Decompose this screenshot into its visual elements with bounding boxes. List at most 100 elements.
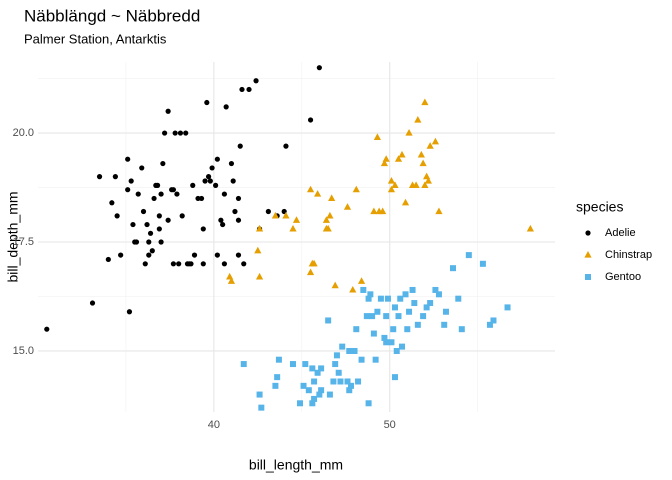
point bbox=[283, 143, 289, 149]
point bbox=[450, 265, 457, 272]
point bbox=[343, 203, 352, 210]
point bbox=[221, 261, 228, 267]
point bbox=[442, 308, 449, 315]
point bbox=[373, 133, 381, 141]
point bbox=[314, 190, 322, 197]
point bbox=[391, 181, 399, 188]
point bbox=[235, 217, 242, 223]
point bbox=[333, 352, 340, 359]
point bbox=[383, 313, 390, 320]
point bbox=[202, 178, 208, 184]
point bbox=[198, 195, 205, 202]
point bbox=[235, 252, 242, 258]
point bbox=[200, 226, 206, 232]
point bbox=[349, 285, 357, 293]
legend-symbol bbox=[585, 230, 591, 236]
point bbox=[387, 176, 396, 184]
point bbox=[227, 277, 236, 284]
point bbox=[177, 130, 184, 136]
point bbox=[318, 387, 325, 394]
point bbox=[330, 378, 337, 385]
y-tick-label: 15.0 bbox=[13, 345, 34, 357]
point bbox=[253, 78, 259, 84]
point bbox=[458, 326, 465, 333]
point bbox=[200, 261, 206, 267]
point bbox=[221, 191, 228, 197]
chart-title: Näbblängd ~ Näbbredd bbox=[24, 6, 200, 25]
point bbox=[223, 104, 229, 110]
point bbox=[435, 207, 443, 215]
point bbox=[324, 224, 332, 232]
point bbox=[176, 261, 182, 267]
point bbox=[188, 261, 194, 267]
point bbox=[405, 129, 413, 136]
point bbox=[156, 213, 162, 219]
point bbox=[486, 321, 493, 328]
legend-symbol bbox=[585, 274, 591, 280]
point bbox=[158, 239, 164, 245]
point bbox=[367, 291, 374, 298]
point bbox=[272, 382, 279, 389]
point bbox=[399, 343, 406, 350]
point bbox=[420, 313, 427, 320]
point bbox=[414, 321, 421, 328]
point bbox=[310, 259, 318, 267]
point bbox=[306, 268, 315, 276]
point bbox=[254, 246, 262, 254]
point bbox=[370, 330, 377, 337]
point bbox=[179, 213, 185, 219]
point bbox=[423, 172, 431, 180]
point bbox=[96, 174, 103, 180]
point bbox=[383, 339, 390, 346]
point bbox=[162, 130, 168, 136]
point bbox=[380, 159, 389, 167]
point bbox=[125, 156, 131, 162]
point bbox=[255, 224, 264, 232]
point bbox=[239, 86, 245, 93]
point bbox=[479, 260, 486, 267]
point bbox=[360, 286, 367, 293]
point bbox=[213, 182, 219, 188]
point bbox=[309, 400, 316, 407]
point bbox=[325, 317, 332, 324]
point bbox=[311, 395, 318, 402]
x-tick-label: 50 bbox=[384, 419, 396, 431]
point bbox=[424, 176, 432, 184]
point bbox=[191, 252, 198, 258]
point bbox=[411, 300, 418, 307]
point bbox=[351, 347, 358, 354]
point bbox=[230, 178, 236, 184]
point bbox=[432, 286, 439, 293]
point bbox=[112, 174, 118, 180]
point bbox=[235, 195, 242, 202]
point bbox=[391, 374, 398, 381]
point bbox=[419, 159, 427, 167]
point bbox=[311, 378, 318, 385]
point bbox=[423, 304, 430, 311]
legend-label: Chinstrap bbox=[605, 249, 652, 261]
point bbox=[128, 178, 134, 184]
point bbox=[421, 181, 429, 188]
point bbox=[126, 309, 133, 315]
point bbox=[352, 185, 360, 193]
point bbox=[394, 155, 403, 162]
point bbox=[455, 295, 462, 302]
point bbox=[207, 178, 213, 184]
point bbox=[165, 217, 171, 223]
legend-title: species bbox=[576, 199, 623, 215]
point bbox=[316, 391, 323, 398]
point bbox=[214, 252, 220, 258]
point bbox=[426, 142, 434, 149]
point bbox=[135, 191, 141, 197]
legend-label: Adelie bbox=[605, 227, 636, 239]
point bbox=[300, 382, 307, 389]
point bbox=[391, 304, 398, 311]
point bbox=[401, 198, 410, 206]
point bbox=[274, 374, 281, 381]
point bbox=[393, 347, 400, 354]
point bbox=[151, 195, 157, 202]
point bbox=[214, 156, 220, 162]
point bbox=[372, 356, 379, 363]
point bbox=[441, 321, 448, 328]
point bbox=[398, 150, 406, 158]
